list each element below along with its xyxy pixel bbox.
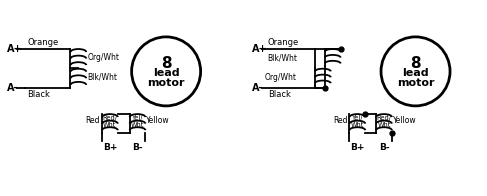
Text: Yellow: Yellow [393,116,416,125]
Text: B-: B- [379,143,389,152]
Text: 8: 8 [410,56,421,71]
Text: Black: Black [268,90,291,99]
Text: Red: Red [333,116,348,125]
Text: B+: B+ [103,143,117,152]
Text: motor: motor [148,78,185,88]
Text: Red/
Wht: Red/ Wht [376,115,392,128]
Text: A+: A+ [7,44,23,54]
Circle shape [131,37,201,106]
Text: lead: lead [153,68,179,78]
Text: Red/
Wht: Red/ Wht [102,115,117,128]
Text: B-: B- [132,143,143,152]
Text: 8: 8 [161,56,171,71]
Text: Blk/Wht: Blk/Wht [87,73,117,82]
Text: B+: B+ [350,143,365,152]
Text: Org/Wht: Org/Wht [87,53,119,62]
Circle shape [381,37,450,106]
Text: Red: Red [86,116,100,125]
Text: Yel/
Wht: Yel/ Wht [131,115,144,128]
Text: Yellow: Yellow [147,116,170,125]
Text: Org/Wht: Org/Wht [265,73,297,82]
Text: A+: A+ [252,44,267,54]
Text: Yel/
Wht: Yel/ Wht [351,115,364,128]
Text: Black: Black [27,90,50,99]
Text: A-: A- [252,83,263,93]
Text: A-: A- [7,83,19,93]
Text: lead: lead [402,68,429,78]
Text: Orange: Orange [27,38,58,47]
Text: Orange: Orange [268,38,299,47]
Text: Blk/Wht: Blk/Wht [268,53,298,62]
Text: motor: motor [397,78,434,88]
